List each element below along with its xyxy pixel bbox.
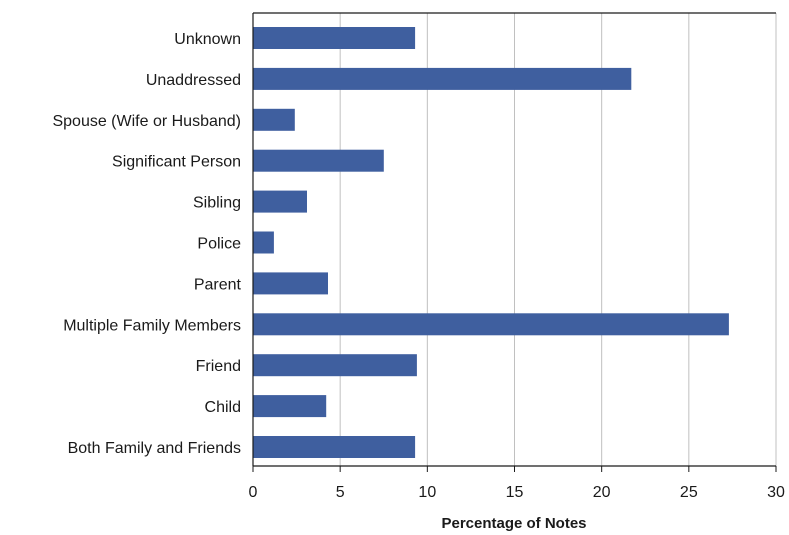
category-label: Sibling (193, 195, 241, 212)
category-label: Child (205, 399, 241, 416)
category-label: Unknown (174, 31, 241, 48)
bars (253, 27, 729, 458)
category-label: Parent (194, 276, 242, 293)
x-tick-label: 0 (249, 484, 258, 501)
x-tick-label: 5 (336, 484, 345, 501)
category-label: Multiple Family Members (63, 317, 241, 334)
bar (253, 395, 327, 418)
category-labels: Unknown Unaddressed Spouse (Wife or Husban… (52, 31, 241, 457)
x-tick-label: 10 (418, 484, 436, 501)
bar (253, 272, 328, 295)
category-label: Both Family and Friends (68, 440, 241, 457)
category-label: Significant Person (112, 154, 241, 171)
x-axis-title: Percentage of Notes (441, 515, 586, 532)
bar (253, 231, 274, 254)
x-tick-label: 20 (593, 484, 611, 501)
bar (253, 313, 729, 336)
x-tick-labels: 0 5 10 15 20 25 30 (249, 484, 785, 501)
axes (252, 12, 777, 472)
x-tick-label: 15 (506, 484, 524, 501)
category-label: Unaddressed (146, 72, 241, 89)
category-label: Spouse (Wife or Husband) (52, 113, 241, 130)
bar (253, 354, 417, 377)
x-tick-label: 25 (680, 484, 698, 501)
bar (253, 27, 416, 49)
bar (253, 190, 307, 213)
bar (253, 149, 384, 172)
bar (253, 436, 416, 458)
x-tick-label: 30 (767, 484, 785, 501)
bar (253, 67, 632, 90)
category-label: Police (197, 236, 241, 253)
bar (253, 108, 295, 131)
category-label: Friend (196, 358, 241, 375)
